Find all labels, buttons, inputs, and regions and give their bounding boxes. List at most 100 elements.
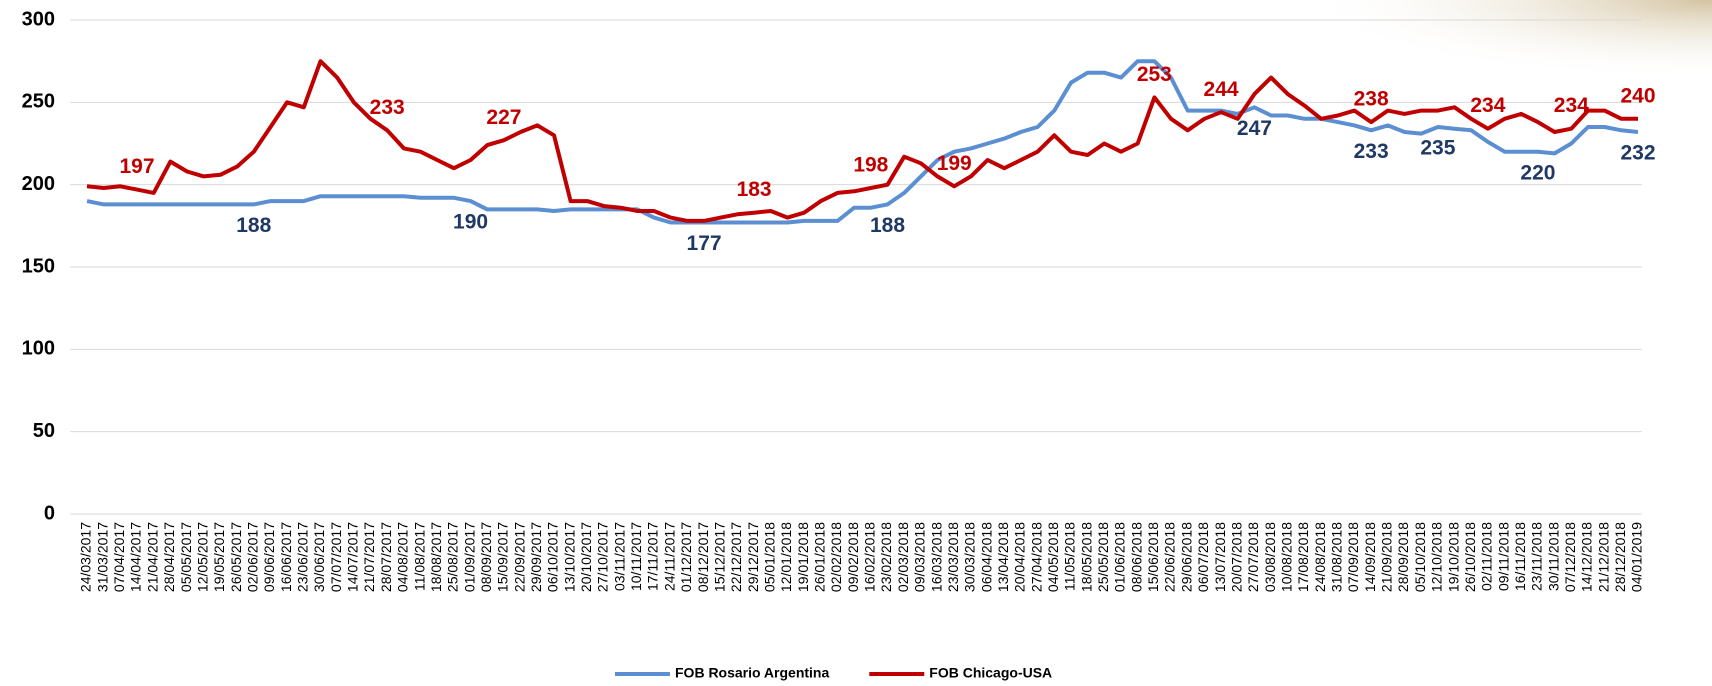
x-tick-label: 21/09/2018	[1379, 522, 1395, 592]
x-tick-label: 06/04/2018	[978, 522, 994, 592]
x-tick-label: 07/12/2018	[1562, 522, 1578, 592]
x-tick-label: 20/07/2018	[1228, 522, 1244, 592]
data-label: 197	[120, 155, 155, 178]
x-tick-label: 12/10/2018	[1429, 522, 1445, 592]
x-tick-label: 21/04/2017	[144, 522, 160, 592]
data-label: 234	[1554, 94, 1589, 117]
data-label: 235	[1420, 137, 1455, 160]
x-tick-label: 24/08/2018	[1312, 522, 1328, 592]
x-tick-label: 16/02/2018	[862, 522, 878, 592]
x-tick-label: 20/10/2017	[578, 522, 594, 592]
data-label: 183	[737, 178, 772, 201]
x-tick-label: 14/12/2018	[1579, 522, 1595, 592]
x-tick-label: 28/09/2018	[1395, 522, 1411, 592]
x-tick-label: 11/05/2018	[1062, 522, 1078, 591]
legend: FOB Rosario Argentina FOB Chicago-USA	[615, 665, 1052, 681]
data-label: 240	[1620, 84, 1655, 107]
x-tick-label: 29/12/2017	[745, 522, 761, 592]
y-tick-label: 200	[22, 173, 55, 195]
x-tick-label: 26/01/2018	[812, 522, 828, 592]
data-label: 177	[687, 232, 722, 255]
x-tick-label: 08/12/2017	[695, 522, 711, 592]
data-label: 233	[1354, 140, 1389, 163]
x-tick-label: 03/08/2018	[1262, 522, 1278, 592]
x-tick-label: 21/07/2017	[361, 522, 377, 592]
x-tick-label: 26/05/2017	[228, 522, 244, 592]
x-tick-label: 16/11/2018	[1512, 522, 1528, 591]
x-tick-label: 22/09/2017	[511, 522, 527, 592]
x-tick-label: 06/10/2017	[545, 522, 561, 592]
data-label: 234	[1470, 94, 1505, 117]
x-tick-label: 05/01/2018	[761, 522, 777, 592]
x-tick-label: 17/11/2017	[645, 522, 661, 591]
x-tick-label: 14/07/2017	[345, 522, 361, 592]
x-tick-label: 26/10/2018	[1462, 522, 1478, 592]
x-tick-label: 20/04/2018	[1012, 522, 1028, 592]
x-tick-label: 13/10/2017	[561, 522, 577, 592]
data-label: 238	[1354, 88, 1389, 111]
data-label: 227	[486, 106, 521, 129]
x-tick-label: 12/01/2018	[778, 522, 794, 592]
x-tick-label: 21/12/2018	[1595, 522, 1611, 592]
y-tick-label: 0	[44, 502, 55, 524]
x-tick-label: 18/05/2018	[1078, 522, 1094, 592]
x-tick-label: 25/05/2018	[1095, 522, 1111, 592]
x-tick-label: 24/11/2017	[661, 522, 677, 591]
decoration	[1300, 0, 1712, 80]
x-tick-label: 01/12/2017	[678, 522, 694, 592]
x-tick-label: 10/08/2018	[1278, 522, 1294, 592]
data-label: 244	[1204, 78, 1239, 101]
labels: 188 190 177 188 247 233 235 220 232 197 233 227 183 1…	[120, 63, 1656, 255]
x-tick-label: 13/04/2018	[995, 522, 1011, 592]
legend-label: FOB Chicago-USA	[929, 665, 1052, 681]
x-tick-label: 12/05/2017	[194, 522, 210, 592]
x-tick-label: 07/07/2017	[328, 522, 344, 592]
x-tick-label: 27/07/2018	[1245, 522, 1261, 592]
data-label: 232	[1620, 142, 1655, 165]
data-label: 188	[870, 214, 905, 237]
data-label: 188	[236, 214, 271, 237]
x-tick-label: 23/11/2018	[1529, 522, 1545, 591]
x-tick-label: 06/07/2018	[1195, 522, 1211, 592]
x-tick-label: 23/02/2018	[878, 522, 894, 592]
x-tick-label: 15/12/2017	[711, 522, 727, 592]
y-tick-label: 250	[22, 91, 55, 113]
x-tick-label: 09/11/2018	[1495, 522, 1511, 591]
data-label: 198	[853, 154, 888, 177]
x-tick-label: 01/09/2017	[461, 522, 477, 592]
x-tick-label: 09/03/2018	[912, 522, 928, 592]
x-tick-label: 04/08/2017	[395, 522, 411, 592]
x-tick-label: 02/02/2018	[828, 522, 844, 592]
x-tick-label: 30/06/2017	[311, 522, 327, 592]
x-tick-label: 25/08/2017	[445, 522, 461, 592]
x-tick-label: 30/03/2018	[962, 522, 978, 592]
x-tick-label: 31/08/2018	[1329, 522, 1345, 592]
x-tick-label: 08/06/2018	[1128, 522, 1144, 592]
data-label: 220	[1520, 161, 1555, 184]
x-tick-label: 07/04/2017	[111, 522, 127, 592]
data-label: 233	[370, 96, 405, 119]
data-label: 199	[937, 152, 972, 175]
x-tick-label: 30/11/2018	[1545, 522, 1561, 591]
x-tick-label: 01/06/2018	[1112, 522, 1128, 592]
x-tick-label: 23/03/2018	[945, 522, 961, 592]
y-tick-label: 50	[33, 420, 55, 442]
x-tick-label: 22/12/2017	[728, 522, 744, 592]
y-tick-label: 300	[22, 8, 55, 30]
series-line	[86, 59, 1638, 223]
x-tick-label: 19/10/2018	[1445, 522, 1461, 592]
y-tick-label: 150	[22, 255, 55, 277]
x-tick-label: 27/04/2018	[1028, 522, 1044, 592]
x-tick-label: 02/03/2018	[895, 522, 911, 592]
x-tick-label: 19/05/2017	[211, 522, 227, 592]
x-tick-label: 28/04/2017	[161, 522, 177, 592]
x-tick-label: 28/07/2017	[378, 522, 394, 592]
x-tick-label: 23/06/2017	[295, 522, 311, 592]
x-tick-label: 02/11/2018	[1479, 522, 1495, 591]
x-tick-label: 27/10/2017	[595, 522, 611, 592]
x-tick-label: 29/09/2017	[528, 522, 544, 592]
x-tick-label: 22/06/2018	[1162, 522, 1178, 592]
x-tick-label: 15/09/2017	[495, 522, 511, 592]
legend-label: FOB Rosario Argentina	[675, 665, 829, 681]
x-tick-label: 11/08/2017	[411, 522, 427, 591]
